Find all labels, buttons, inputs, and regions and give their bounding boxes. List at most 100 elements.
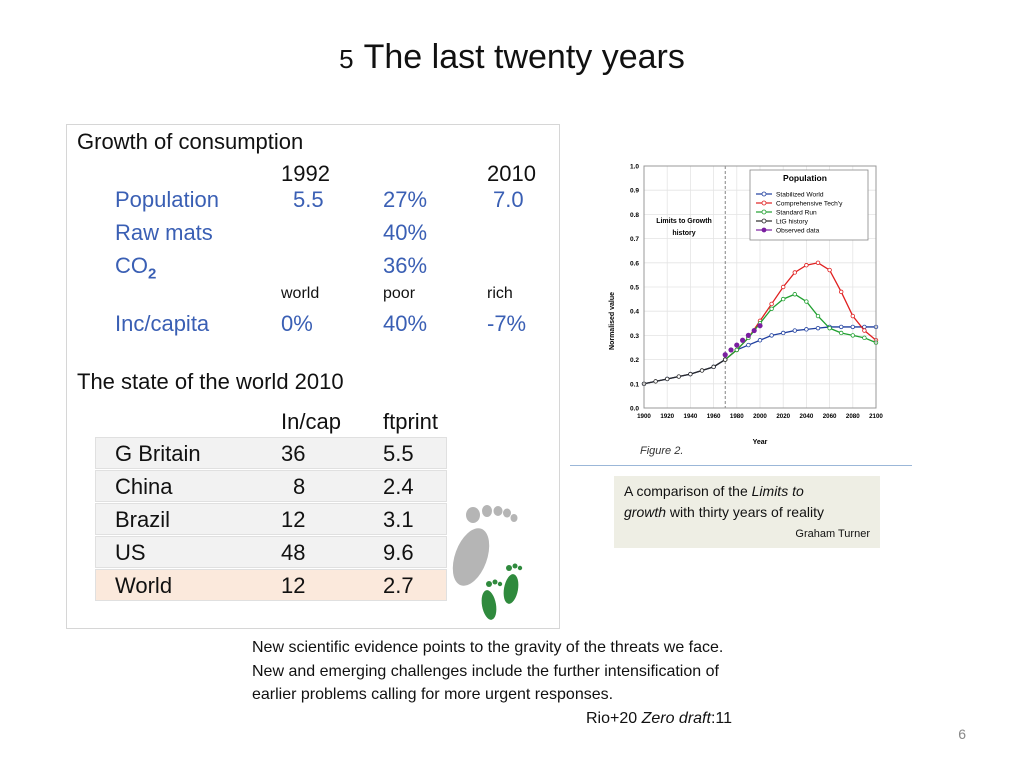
data-point [792,328,797,333]
data-point [838,324,844,330]
row-label-raw-mats: Raw mats [115,220,213,245]
chart-series [641,260,879,386]
col-1992: 1992 [281,161,330,186]
inc-header-world: world [281,285,320,302]
data-point [792,292,797,297]
data-point [815,313,821,319]
data-point [769,301,774,307]
caption-line-2: growth with thirty years of reality [624,504,824,520]
page-number: 6 [958,726,966,742]
data-point [815,325,821,331]
legend-label: LtG history [776,218,809,225]
raw-mats-pct: 40% [383,220,428,245]
data-point [804,263,809,268]
data-point [780,296,786,302]
consumption-panel: Growth of consumption 1992 2010 Populati… [66,124,560,629]
y-tick-label: 1.0 [630,164,639,171]
table-row-world [95,569,447,601]
row-label-population: Population [115,187,219,212]
legend-swatch-marker [761,218,767,224]
x-tick-label: 1960 [707,413,721,420]
country-world: World [115,573,173,598]
slide-title: 5 The last twenty years [0,38,1024,77]
data-point [780,284,786,290]
table-row [95,503,447,535]
y-tick-label: 0.4 [630,309,639,316]
chart-plot-frame [643,165,877,409]
chart-x-ticks: 1900 1920 1940 1960 1980 2000 2020 2040 2060 2080… [637,413,883,420]
inc-header-poor: poor [383,285,416,302]
data-point [827,267,832,273]
x-tick-label: 1940 [684,413,698,420]
data-point [769,333,774,338]
data-point [676,374,681,379]
y-tick-label: 0.2 [630,357,639,364]
x-tick-label: 1900 [637,413,651,420]
data-point [699,368,705,373]
data-point [740,337,746,343]
legend-label: Observed data [776,227,820,234]
y-tick-label: 0.9 [630,188,639,195]
y-tick-label: 0.3 [630,333,639,340]
table-row [95,437,447,469]
incap-gb: 36 [281,441,306,466]
y-tick-label: 0.5 [630,285,639,292]
y-tick-label: 0.6 [630,260,639,267]
chart-y-ticks: 0.0 0.1 0.2 0.3 0.4 0.5 0.6 0.7 0.8 0.9 1.0 [630,164,639,413]
data-point [792,270,797,275]
incap-brazil: 12 [281,507,306,532]
inc-world: 0% [281,311,313,336]
population-1992: 5.5 [293,187,324,212]
footprints-icon [452,505,523,620]
data-point [711,364,716,370]
col-ftprint: ftprint [383,409,439,434]
slide-title-text: The last twenty years [363,38,685,76]
chart-figure-label: Figure 2. [640,445,683,457]
data-point [838,330,844,336]
incap-china: 8 [293,474,306,499]
legend-swatch-marker [761,227,767,233]
incap-us: 48 [281,540,306,565]
data-point [850,324,855,330]
data-point [664,376,670,382]
chart-caption-box: A comparison of the Limits to growth wit… [614,476,880,548]
data-point [804,299,809,304]
data-point [728,347,734,353]
data-point [815,260,821,265]
data-point [862,335,867,341]
data-point [757,323,763,329]
incap-world: 12 [281,573,306,598]
legend-swatch-marker [761,200,767,206]
population-pct: 27% [383,187,428,212]
quote-source: Rio+20 Zero draft:11 [585,709,732,727]
ftprint-world: 2.7 [383,573,414,598]
y-tick-label: 0.0 [630,406,639,413]
y-tick-label: 0.8 [630,212,639,219]
inc-rich: -7% [487,311,527,336]
table-row [95,470,447,502]
data-point [746,342,751,348]
data-point [850,333,855,338]
quote-block: New scientific evidence points to the gr… [252,636,732,730]
data-point [745,332,751,338]
legend-label: Stabilized World [776,191,824,198]
data-point [804,327,809,332]
inc-header-rich: rich [487,285,513,302]
legend-swatch-marker [761,209,767,215]
data-point [862,328,867,333]
x-tick-label: 2000 [753,413,767,420]
y-tick-label: 0.1 [630,381,639,388]
country-us: US [115,540,146,565]
data-point [780,330,786,336]
x-tick-label: 1980 [730,413,744,420]
country-brazil: Brazil [115,507,171,532]
row-label-inc-capita: Inc/capita [115,311,210,336]
y-tick-label: 0.7 [630,236,639,243]
data-point [838,289,844,295]
x-tick-label: 2080 [846,413,860,420]
co2-pct: 36% [383,253,428,278]
col-incap: In/cap [281,409,341,434]
col-2010: 2010 [487,161,536,186]
x-tick-label: 2060 [823,413,837,420]
data-point [827,325,832,331]
